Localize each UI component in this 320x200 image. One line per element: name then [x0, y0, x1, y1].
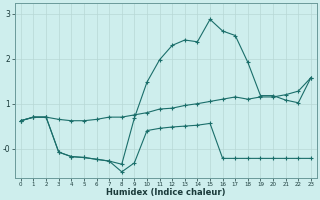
X-axis label: Humidex (Indice chaleur): Humidex (Indice chaleur) — [106, 188, 226, 197]
